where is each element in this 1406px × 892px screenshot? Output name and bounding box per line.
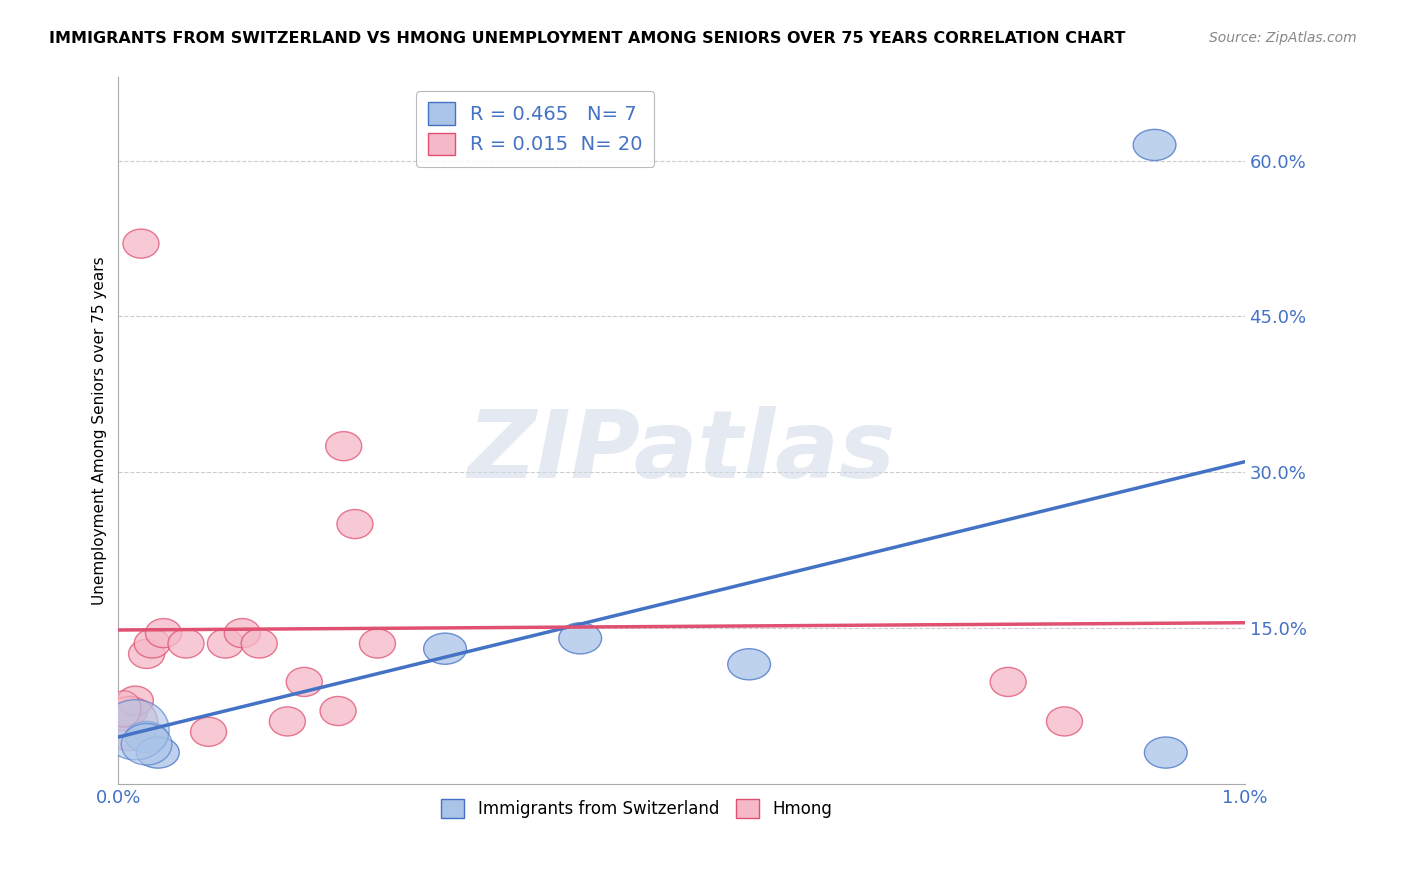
Ellipse shape [1133,129,1175,161]
Ellipse shape [105,702,142,731]
Ellipse shape [191,717,226,747]
Ellipse shape [145,618,181,648]
Ellipse shape [558,623,602,654]
Ellipse shape [136,737,179,768]
Ellipse shape [326,432,361,460]
Ellipse shape [117,686,153,715]
Ellipse shape [134,629,170,658]
Ellipse shape [121,723,172,765]
Ellipse shape [167,629,204,658]
Ellipse shape [1046,706,1083,736]
Ellipse shape [990,667,1026,697]
Ellipse shape [423,633,467,665]
Ellipse shape [101,699,169,760]
Ellipse shape [225,618,260,648]
Ellipse shape [287,667,322,697]
Ellipse shape [128,640,165,668]
Ellipse shape [107,690,141,727]
Ellipse shape [360,629,395,658]
Ellipse shape [208,629,243,658]
Ellipse shape [728,648,770,680]
Y-axis label: Unemployment Among Seniors over 75 years: Unemployment Among Seniors over 75 years [93,256,107,605]
Legend: Immigrants from Switzerland, Hmong: Immigrants from Switzerland, Hmong [434,792,839,825]
Ellipse shape [270,706,305,736]
Text: Source: ZipAtlas.com: Source: ZipAtlas.com [1209,31,1357,45]
Text: IMMIGRANTS FROM SWITZERLAND VS HMONG UNEMPLOYMENT AMONG SENIORS OVER 75 YEARS CO: IMMIGRANTS FROM SWITZERLAND VS HMONG UNE… [49,31,1126,46]
Ellipse shape [122,229,159,258]
Ellipse shape [101,697,157,750]
Ellipse shape [321,697,356,725]
Ellipse shape [125,722,167,753]
Ellipse shape [242,629,277,658]
Ellipse shape [111,697,148,725]
Text: ZIPatlas: ZIPatlas [467,406,896,498]
Ellipse shape [337,509,373,539]
Ellipse shape [1144,737,1187,768]
